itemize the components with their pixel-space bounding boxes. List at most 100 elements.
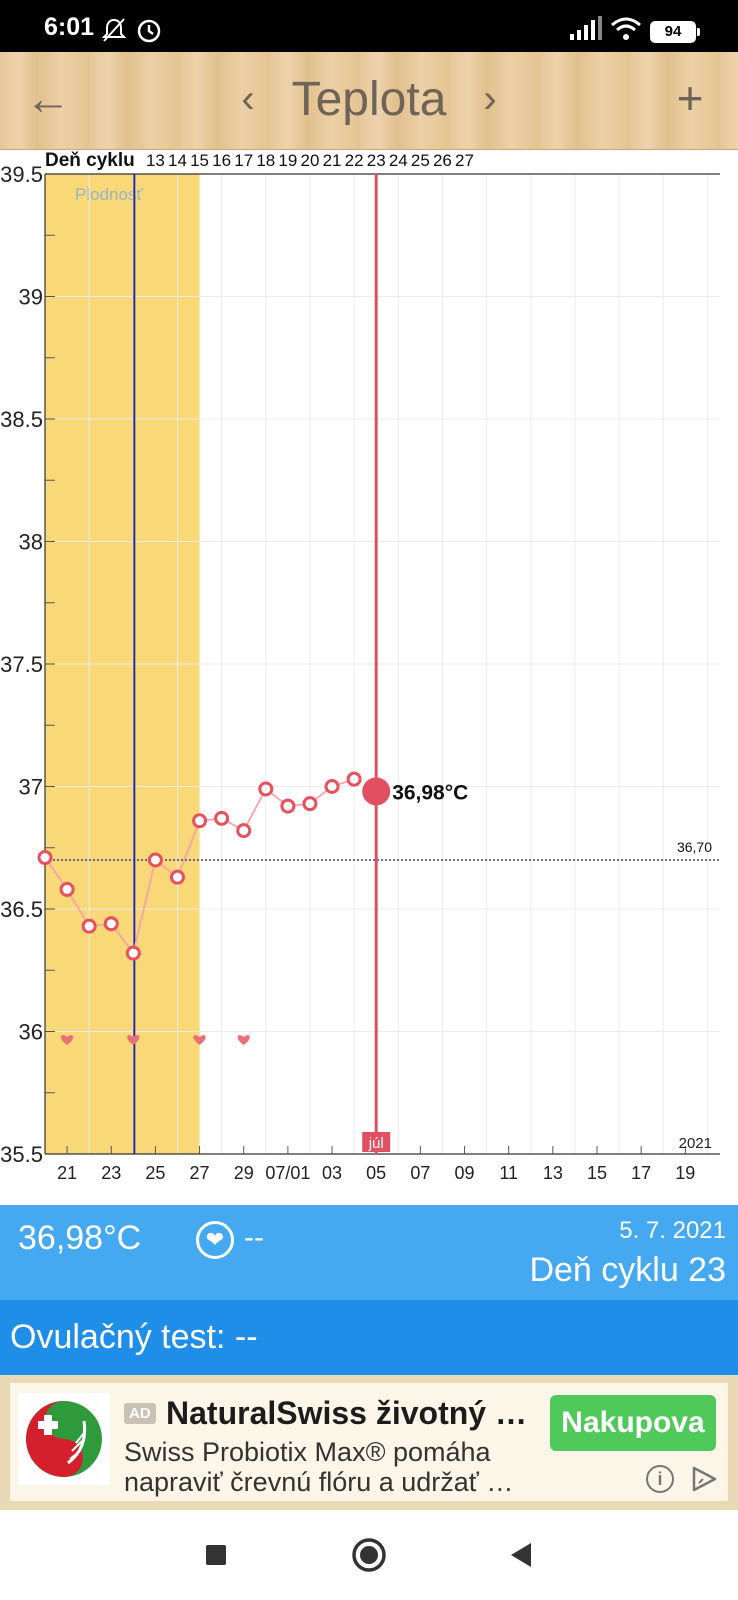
- cycle-day-number: 27: [455, 151, 474, 170]
- y-tick-label: 36.5: [0, 897, 43, 922]
- cycle-day-label: Deň cyklu: [45, 150, 135, 171]
- y-tick-label: 39.5: [0, 162, 43, 187]
- selected-temperature-label: 36,98°C: [392, 781, 468, 804]
- x-tick-label: 03: [322, 1163, 342, 1183]
- x-tick-label: 29: [234, 1163, 254, 1183]
- recents-button[interactable]: [191, 1530, 241, 1580]
- ad-choices-icon[interactable]: [690, 1465, 718, 1493]
- year-label: 2021: [679, 1135, 712, 1152]
- temperature-point: [280, 798, 296, 814]
- ovulation-test-bar[interactable]: Ovulačný test: --: [0, 1300, 738, 1375]
- x-tick-label: 05: [366, 1163, 386, 1183]
- y-tick-label: 36: [19, 1020, 43, 1045]
- cycle-day-number: 17: [234, 151, 253, 170]
- heart-marker-icon: [237, 1035, 250, 1045]
- toolbar: ← Teplota ‹ › +: [0, 52, 738, 150]
- cycle-day-number: 19: [278, 151, 297, 170]
- signal-icon: [570, 16, 602, 40]
- previous-chart-button[interactable]: ‹: [241, 77, 255, 121]
- cycle-day-number: 26: [433, 151, 452, 170]
- mute-icon: [101, 18, 127, 42]
- battery-icon: 94: [650, 21, 700, 43]
- ad-logo[interactable]: [18, 1393, 110, 1485]
- selected-temperature-point[interactable]: [362, 777, 391, 806]
- coverline-label: 36,70: [677, 839, 712, 855]
- wifi-icon: [611, 17, 641, 40]
- ad-cta-button[interactable]: Nakupova: [550, 1395, 716, 1451]
- y-tick-label: 38: [19, 530, 43, 555]
- ad-body[interactable]: Swiss Probiotix Max® pomáha napraviť čre…: [124, 1437, 514, 1497]
- temperature-point: [169, 869, 185, 885]
- heart-marker-icon: [127, 1035, 140, 1045]
- temperature-point: [37, 850, 53, 866]
- x-tick-label: 15: [587, 1163, 607, 1183]
- heart-marker-icon: [193, 1035, 206, 1045]
- ad-logo-image: [26, 1401, 102, 1477]
- x-tick-label: 07/01: [265, 1163, 310, 1183]
- x-tick-label: 07: [410, 1163, 430, 1183]
- heart-marker-icon: [60, 1035, 74, 1045]
- x-tick-label: 13: [543, 1163, 563, 1183]
- x-tick-label: 19: [675, 1163, 695, 1183]
- temperature-point: [103, 916, 119, 932]
- temperature-point: [192, 813, 208, 829]
- month-label: júl: [368, 1135, 384, 1152]
- y-tick-label: 35.5: [0, 1142, 43, 1167]
- chart-svg[interactable]: Plodnosť 39.5 39 38.5 38 37.5 37 36.5 36 35.5 Deň …: [0, 150, 738, 1205]
- page-title: Teplota: [291, 73, 447, 126]
- x-tick-label: 27: [190, 1163, 210, 1183]
- cycle-day-number: 13: [146, 151, 165, 170]
- month-label-box: [362, 1132, 391, 1152]
- ad-container[interactable]: AD NaturalSwiss životný … Swiss Probioti…: [10, 1383, 728, 1501]
- info-bar[interactable]: 36,98°C ❤ -- 5. 7. 2021 Deň cyklu 23: [0, 1205, 738, 1300]
- cycle-day-number: 25: [411, 151, 430, 170]
- alarm-icon: [137, 19, 161, 43]
- cycle-day-number: 18: [256, 151, 275, 170]
- temperature-point: [346, 771, 362, 787]
- cycle-day-number: 16: [212, 151, 231, 170]
- temperature-point: [236, 823, 252, 839]
- x-tick-label: 25: [145, 1163, 165, 1183]
- add-button[interactable]: +: [676, 72, 704, 124]
- x-tick-label: 09: [455, 1163, 475, 1183]
- y-tick-label: 37: [19, 775, 43, 800]
- temperature-point: [81, 918, 97, 934]
- home-button[interactable]: [344, 1530, 394, 1580]
- back-button[interactable]: ←: [25, 72, 71, 124]
- ad-info-icon[interactable]: i: [646, 1465, 674, 1493]
- cycle-day-number: 22: [345, 151, 364, 170]
- ovulation-test-label: Ovulačný test: --: [10, 1318, 258, 1356]
- y-tick-label: 38.5: [0, 407, 43, 432]
- ad-banner[interactable]: AD NaturalSwiss životný … Swiss Probioti…: [0, 1375, 738, 1510]
- cycle-day-number: 20: [300, 151, 319, 170]
- selected-temperature: 36,98°C: [18, 1219, 142, 1257]
- temperature-point: [59, 881, 75, 897]
- status-time: 6:01: [44, 13, 95, 41]
- cycle-day: Deň cyklu 23: [529, 1251, 726, 1289]
- x-tick-label: 23: [101, 1163, 121, 1183]
- temperature-chart[interactable]: Plodnosť 39.5 39 38.5 38 37.5 37 36.5 36 35.5 Deň …: [0, 150, 738, 1205]
- x-tick-label: 17: [631, 1163, 651, 1183]
- cycle-day-number: 23: [367, 151, 386, 170]
- temperature-point: [258, 781, 274, 797]
- navigation-bar: [0, 1510, 738, 1600]
- x-tick-label: 11: [499, 1163, 518, 1183]
- cycle-day-number: 14: [168, 151, 187, 170]
- fertility-label: Plodnosť: [75, 185, 143, 204]
- cycle-day-number: 24: [389, 151, 408, 170]
- back-nav-button[interactable]: [496, 1530, 546, 1580]
- ad-title[interactable]: NaturalSwiss životný …: [166, 1395, 527, 1431]
- temperature-point: [125, 945, 141, 961]
- status-bar: 6:01 94: [0, 0, 738, 52]
- temperature-point: [214, 810, 230, 826]
- selected-date: 5. 7. 2021: [619, 1217, 726, 1244]
- temperature-point: [302, 796, 318, 812]
- ad-tag: AD: [124, 1403, 156, 1424]
- next-chart-button[interactable]: ›: [483, 77, 497, 121]
- y-tick-label: 37.5: [0, 652, 43, 677]
- temperature-point: [324, 779, 340, 794]
- heart-icon: ❤: [196, 1221, 234, 1259]
- cycle-day-number: 15: [190, 151, 209, 170]
- heart-value: --: [244, 1221, 264, 1254]
- temperature-point: [147, 852, 163, 868]
